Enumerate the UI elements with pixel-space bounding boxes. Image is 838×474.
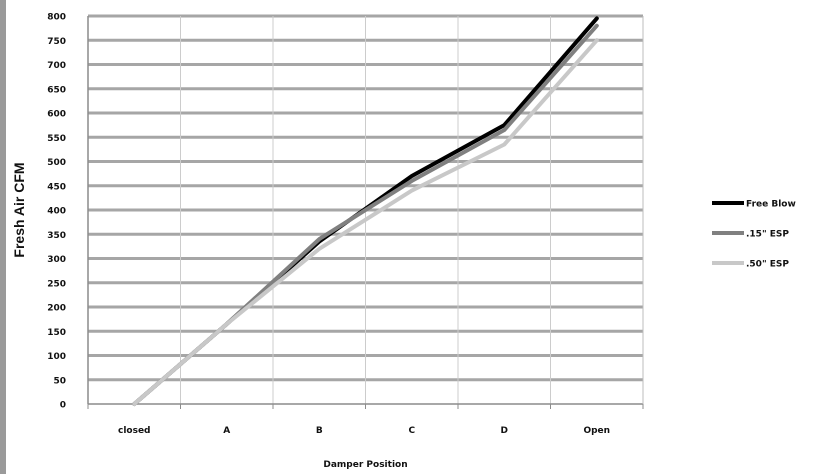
y-tick-label: 200 bbox=[47, 304, 66, 314]
series-lines bbox=[132, 16, 599, 406]
legend-label-2: .50" ESP bbox=[746, 260, 789, 270]
x-axis-title: Damper Position bbox=[323, 460, 407, 470]
axes bbox=[87, 16, 644, 409]
y-tick-label: 400 bbox=[47, 207, 66, 217]
x-tick-label: D bbox=[501, 426, 508, 436]
y-tick-label: 50 bbox=[53, 376, 66, 386]
y-tick-label: 650 bbox=[47, 85, 66, 95]
y-tick-label: 150 bbox=[47, 328, 66, 338]
x-tick-label: Open bbox=[583, 426, 610, 436]
series-line-2 bbox=[132, 38, 599, 406]
y-tick-label: 350 bbox=[47, 231, 66, 241]
y-tick-labels: 0 50 100 150 200 250 300 350 400 450 500 550 600 650 7… bbox=[47, 13, 66, 411]
x-tick-label: A bbox=[223, 426, 230, 436]
y-tick-label: 300 bbox=[47, 255, 66, 265]
legend-label-1: .15" ESP bbox=[746, 230, 789, 240]
y-tick-label: 450 bbox=[47, 182, 66, 192]
y-tick-label: 550 bbox=[47, 134, 66, 144]
y-tick-label: 250 bbox=[47, 279, 66, 289]
y-tick-label: 0 bbox=[60, 401, 66, 411]
x-tick-label: closed bbox=[118, 426, 151, 436]
legend: Free Blow .15" ESP .50" ESP bbox=[712, 200, 796, 270]
x-tick-label: B bbox=[316, 426, 323, 436]
left-border bbox=[0, 0, 6, 474]
y-axis-title: Fresh Air CFM bbox=[11, 162, 27, 257]
legend-label-0: Free Blow bbox=[746, 200, 796, 210]
y-tick-label: 700 bbox=[47, 61, 66, 71]
y-tick-label: 600 bbox=[47, 110, 66, 120]
y-tick-label: 100 bbox=[47, 352, 66, 362]
y-tick-label: 800 bbox=[47, 13, 66, 23]
x-tick-labels: closed A B C D Open bbox=[118, 426, 610, 436]
y-tick-label: 750 bbox=[47, 37, 66, 47]
x-tick-label: C bbox=[408, 426, 415, 436]
y-tick-label: 500 bbox=[47, 158, 66, 168]
